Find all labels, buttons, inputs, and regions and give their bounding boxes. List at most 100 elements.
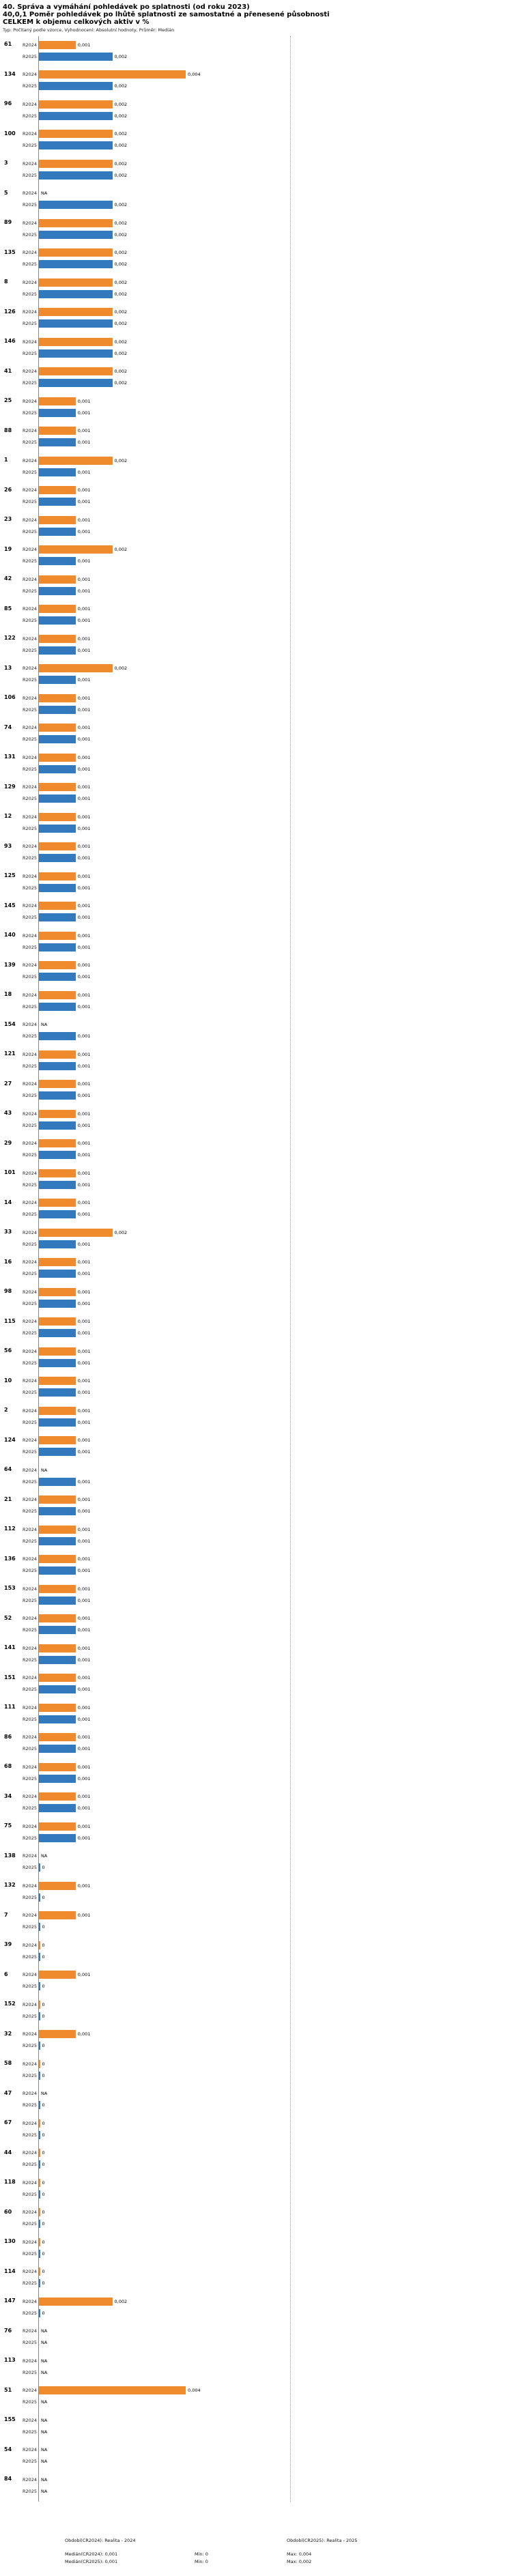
series-label: R2024 (22, 1734, 37, 1740)
bar-row-r2024: R2024 NA (23, 2414, 512, 2426)
series-label: R2024 (22, 2269, 37, 2274)
bar-row-r2024: R2024 0,001 (23, 989, 512, 1001)
bar-row-r2024: R2024 0,002 (23, 1227, 512, 1238)
entity-id-label: 101 (4, 1169, 16, 1175)
entity-id-label: 84 (4, 2476, 12, 2482)
value-bar-r2025 (39, 2071, 40, 2080)
bar-row-r2025: R2025 0,002 (23, 318, 512, 330)
bar-row-r2025: R2025 0,001 (23, 496, 512, 508)
bar-group: 146 R2024 0,002 R2025 0,002 (4, 333, 512, 363)
entity-id-label: 8 (4, 278, 8, 285)
series-label: R2025 (22, 855, 37, 861)
value-label: 0,001 (77, 1449, 91, 1455)
bar-group: 41 R2024 0,002 R2025 0,002 (4, 363, 512, 393)
bar-row-r2024: R2024 NA (23, 2325, 512, 2337)
value-label: 0,002 (114, 309, 128, 315)
entity-id-label: 111 (4, 1704, 16, 1710)
series-label: R2025 (22, 1805, 37, 1811)
bar-group: 19 R2024 0,002 R2025 0,001 (4, 541, 512, 571)
entity-id-label: 12 (4, 813, 12, 819)
series-label: R2025 (22, 2162, 37, 2167)
bar-group: 139 R2024 0,001 R2025 0,001 (4, 957, 512, 987)
value-bar-r2025 (39, 1032, 76, 1040)
bar-row-r2024: R2024 0 (23, 2147, 512, 2159)
value-label: 0 (42, 1984, 45, 1989)
series-label: R2025 (22, 2013, 37, 2019)
bar-group: 100 R2024 0,002 R2025 0,002 (4, 126, 512, 156)
series-label: R2025 (22, 410, 37, 416)
value-label: 0,001 (77, 1200, 91, 1205)
value-bar-r2024 (39, 1614, 76, 1622)
entity-id-label: 141 (4, 1644, 16, 1650)
bar-group: 21 R2024 0,001 R2025 0,001 (4, 1491, 512, 1521)
value-label: 0,001 (77, 42, 91, 48)
bar-row-r2024: R2024 0,001 (23, 1078, 512, 1090)
bar-row-r2025: R2025 0,001 (23, 793, 512, 805)
bar-row-r2024: R2024 0,001 (23, 514, 512, 526)
value-bar-r2024 (39, 812, 76, 821)
entity-id-label: 27 (4, 1080, 12, 1087)
bar-row-r2025: R2025 0,002 (23, 51, 512, 62)
value-label: 0,001 (77, 677, 91, 683)
series-label: R2024 (22, 2179, 37, 2186)
value-label: 0 (42, 2162, 45, 2167)
series-label: R2024 (22, 547, 37, 552)
value-bar-r2024 (39, 2267, 40, 2276)
value-label: 0,002 (114, 380, 128, 386)
bar-row-r2025: R2025 0,002 (23, 169, 512, 181)
bar-row-r2024: R2024 0,002 (23, 455, 512, 466)
legend-period-2025: Období(CR2025): Realita - 2025 (287, 2538, 358, 2543)
value-bar-r2025 (39, 586, 76, 595)
value-label: 0,002 (114, 231, 128, 238)
value-bar-r2025 (39, 973, 76, 981)
value-label: 0,001 (77, 1913, 91, 1918)
value-label: 0,001 (77, 1746, 91, 1751)
bar-group: 96 R2024 0,002 R2025 0,002 (4, 96, 512, 126)
value-bar-r2024 (39, 1941, 40, 1949)
series-label: R2025 (22, 618, 37, 623)
bar-chart: 61 R2024 0,001 R2025 0,002 134 R2024 0,004 R2025… (0, 36, 512, 2502)
value-bar-r2024 (39, 100, 113, 109)
series-label: R2024 (22, 1616, 37, 1621)
bar-group: 101 R2024 0,001 R2025 0,001 (4, 1164, 512, 1194)
value-label: 0,001 (77, 1170, 91, 1176)
value-label: 0,001 (77, 706, 91, 713)
series-label: R2025 (22, 1271, 37, 1276)
value-label: 0,001 (77, 647, 91, 653)
entity-id-label: 41 (4, 367, 12, 374)
y-axis-line (38, 36, 39, 2502)
value-bar-r2024 (39, 367, 113, 375)
value-bar-r2025 (39, 2101, 40, 2109)
bar-group: 111 R2024 0,001 R2025 0,001 (4, 1699, 512, 1729)
bar-row-r2025: R2025 0 (23, 2218, 512, 2230)
bar-group: 135 R2024 0,002 R2025 0,002 (4, 244, 512, 274)
bar-row-r2025: R2025 NA (23, 2426, 512, 2437)
bar-group: 34 R2024 0,001 R2025 0,001 (4, 1788, 512, 1818)
bar-group: 147 R2024 0,002 R2025 0 (4, 2293, 512, 2323)
value-bar-r2025 (39, 289, 113, 298)
entity-id-label: 19 (4, 545, 12, 552)
series-label: R2025 (22, 944, 37, 950)
value-bar-r2024 (39, 1762, 76, 1771)
series-label: R2024 (22, 1467, 37, 1473)
bar-group: 39 R2024 0 R2025 0 (4, 1936, 512, 1966)
value-bar-r2025 (39, 1715, 76, 1723)
value-label: 0,002 (114, 113, 128, 119)
bar-group: 89 R2024 0,002 R2025 0,002 (4, 214, 512, 244)
value-bar-r2025 (39, 527, 76, 536)
entity-id-label: 131 (4, 754, 16, 760)
entity-id-label: 13 (4, 664, 12, 671)
bar-group: 51 R2024 0,004 R2025 NA (4, 2382, 512, 2412)
value-bar-r2024 (39, 783, 76, 791)
bar-group: 85 R2024 0,001 R2025 0,001 (4, 601, 512, 631)
bar-row-r2025: R2025 0,001 (23, 1594, 512, 1606)
entity-id-label: 114 (4, 2267, 16, 2274)
bar-row-r2024: R2024 0,002 (23, 217, 512, 229)
value-bar-r2024 (39, 159, 113, 168)
bar-group: 152 R2024 0 R2025 0 (4, 1996, 512, 2026)
entity-id-label: 56 (4, 1347, 12, 1354)
value-bar-r2025 (39, 1151, 76, 1159)
series-label: R2024 (22, 2239, 37, 2245)
bar-group: 153 R2024 0,001 R2025 0,001 (4, 1580, 512, 1610)
entity-id-label: 153 (4, 1585, 16, 1591)
